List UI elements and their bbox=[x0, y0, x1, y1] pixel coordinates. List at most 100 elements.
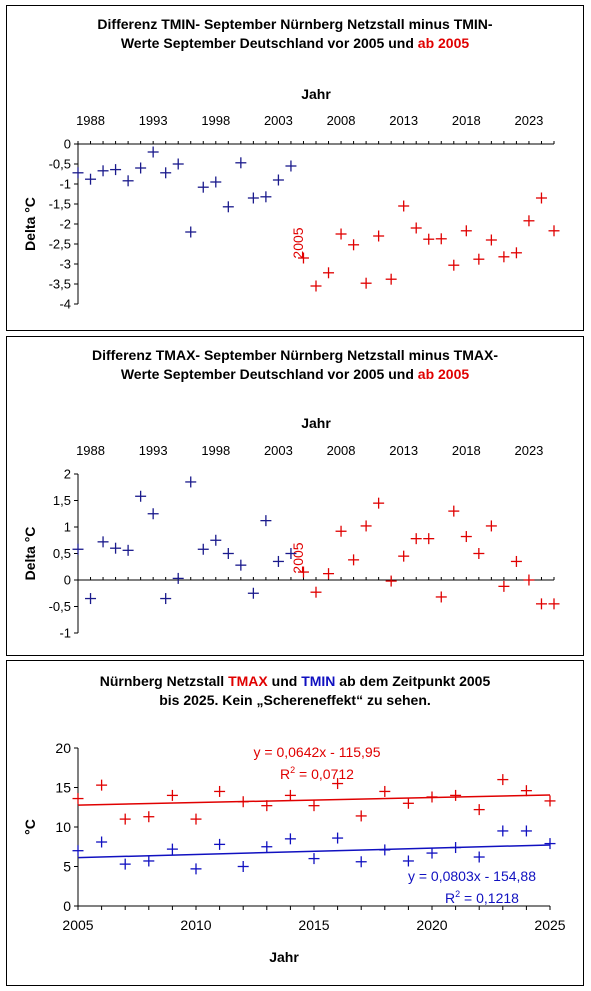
y-tick-label: 0,5 bbox=[53, 546, 71, 561]
x-axis-title: Jahr bbox=[301, 86, 331, 102]
data-point bbox=[485, 520, 497, 532]
annotation-2005: 2005 bbox=[290, 227, 306, 258]
chart-title-line2: Werte September Deutschland vor 2005 und… bbox=[120, 35, 470, 51]
x-tick-label: 1988 bbox=[76, 443, 105, 458]
chart-title-line2: Werte September Deutschland vor 2005 und… bbox=[120, 366, 470, 382]
y-tick-label: -1 bbox=[59, 626, 71, 641]
chart-title: Differenz TMIN- September Nürnberg Netzs… bbox=[7, 15, 583, 53]
data-point-tmin bbox=[284, 833, 296, 845]
data-point-tmax bbox=[308, 800, 320, 812]
data-point bbox=[135, 490, 147, 502]
y-tick-label: -3 bbox=[59, 257, 71, 272]
data-point bbox=[85, 593, 97, 605]
data-point bbox=[398, 200, 410, 212]
data-point bbox=[335, 228, 347, 240]
data-point-tmax bbox=[332, 778, 344, 790]
x-tick-label: 1993 bbox=[139, 443, 168, 458]
x-tick-label: 2003 bbox=[264, 443, 293, 458]
data-point-tmax bbox=[261, 800, 273, 812]
data-point-tmax bbox=[402, 797, 414, 809]
x-tick-label: 2023 bbox=[514, 443, 543, 458]
data-point bbox=[72, 543, 84, 555]
data-point bbox=[423, 533, 435, 545]
y-tick-label: -0,5 bbox=[49, 599, 71, 614]
data-point bbox=[235, 559, 247, 571]
data-point-tmin bbox=[96, 836, 108, 848]
x-tick-label: 2025 bbox=[534, 917, 565, 933]
data-point-tmin bbox=[332, 832, 344, 844]
x-axis-title: Jahr bbox=[269, 949, 299, 965]
x-tick-label: 2018 bbox=[452, 443, 481, 458]
x-tick-label: 1993 bbox=[139, 113, 168, 128]
data-point bbox=[510, 247, 522, 259]
x-tick-label: 2023 bbox=[514, 113, 543, 128]
data-point-tmax bbox=[473, 804, 485, 816]
data-point bbox=[535, 598, 547, 610]
data-point bbox=[410, 533, 422, 545]
data-point bbox=[410, 222, 422, 234]
data-point bbox=[435, 233, 447, 245]
data-point bbox=[122, 544, 134, 556]
data-point-tmax bbox=[450, 789, 462, 801]
x-tick-label: 1988 bbox=[76, 113, 105, 128]
y-tick-label: 0 bbox=[64, 137, 71, 152]
data-point bbox=[210, 534, 222, 546]
data-point-tmin bbox=[166, 843, 178, 855]
chart-title-line1: Differenz TMAX- September Nürnberg Netzs… bbox=[91, 347, 499, 363]
data-point-tmax bbox=[96, 779, 108, 791]
data-point bbox=[335, 525, 347, 537]
data-point bbox=[373, 497, 385, 509]
data-point bbox=[110, 542, 122, 554]
data-point bbox=[297, 566, 309, 578]
trend-equation-tmin: y = 0,0803x - 154,88 bbox=[408, 868, 536, 884]
y-axis-title: °C bbox=[22, 819, 38, 835]
data-point bbox=[510, 555, 522, 567]
data-point bbox=[260, 515, 272, 527]
data-point-tmin bbox=[355, 856, 367, 868]
chart-title-highlight: ab 2005 bbox=[417, 35, 470, 51]
data-point-tmax bbox=[426, 791, 438, 803]
data-point bbox=[272, 555, 284, 567]
y-tick-label: -4 bbox=[59, 297, 71, 312]
data-point bbox=[523, 215, 535, 227]
data-point bbox=[435, 591, 447, 603]
data-point bbox=[222, 548, 234, 559]
data-point bbox=[498, 251, 510, 263]
data-point bbox=[310, 280, 322, 292]
data-point bbox=[247, 587, 259, 599]
y-tick-label: 1 bbox=[64, 520, 71, 535]
data-point-tmax bbox=[166, 789, 178, 801]
data-point bbox=[310, 586, 322, 598]
data-point bbox=[97, 165, 109, 177]
data-point bbox=[160, 167, 172, 179]
annotation-2005: 2005 bbox=[290, 542, 306, 573]
data-point-tmin bbox=[473, 851, 485, 863]
data-point bbox=[147, 146, 159, 158]
y-tick-label: 20 bbox=[55, 740, 71, 756]
data-point bbox=[110, 164, 122, 176]
data-point bbox=[360, 520, 372, 532]
data-point bbox=[85, 173, 97, 185]
data-point-tmax bbox=[284, 789, 296, 801]
data-point bbox=[423, 233, 435, 245]
r-squared-tmin: R2 = 0,1218 bbox=[445, 889, 519, 906]
y-tick-label: -0,5 bbox=[49, 157, 71, 172]
chart-title: Differenz TMAX- September Nürnberg Netzs… bbox=[7, 346, 583, 384]
chart-panel-tmax-tmin-2005: Nürnberg Netzstall TMAX und TMIN ab dem … bbox=[6, 660, 584, 986]
chart-panel-tmin-difference: Differenz TMIN- September Nürnberg Netzs… bbox=[6, 5, 584, 331]
chart-title-line1: Differenz TMIN- September Nürnberg Netzs… bbox=[97, 16, 493, 32]
x-tick-label: 2013 bbox=[389, 443, 418, 458]
data-point bbox=[348, 554, 360, 566]
data-point bbox=[285, 548, 297, 559]
data-point-tmax bbox=[214, 785, 226, 797]
trendline-tmin bbox=[77, 844, 551, 859]
data-point bbox=[460, 531, 472, 543]
data-point bbox=[348, 239, 360, 251]
data-point-tmin bbox=[450, 842, 462, 854]
data-point bbox=[97, 536, 109, 548]
tmax-difference-plot: Jahr 1988 1993 1998 2003 2008 2013 2018 2023 2 1,5… bbox=[22, 415, 560, 641]
data-point-tmin bbox=[520, 825, 532, 837]
data-point bbox=[260, 191, 272, 203]
x-tick-label: 2003 bbox=[264, 113, 293, 128]
y-tick-label: 10 bbox=[55, 819, 71, 835]
